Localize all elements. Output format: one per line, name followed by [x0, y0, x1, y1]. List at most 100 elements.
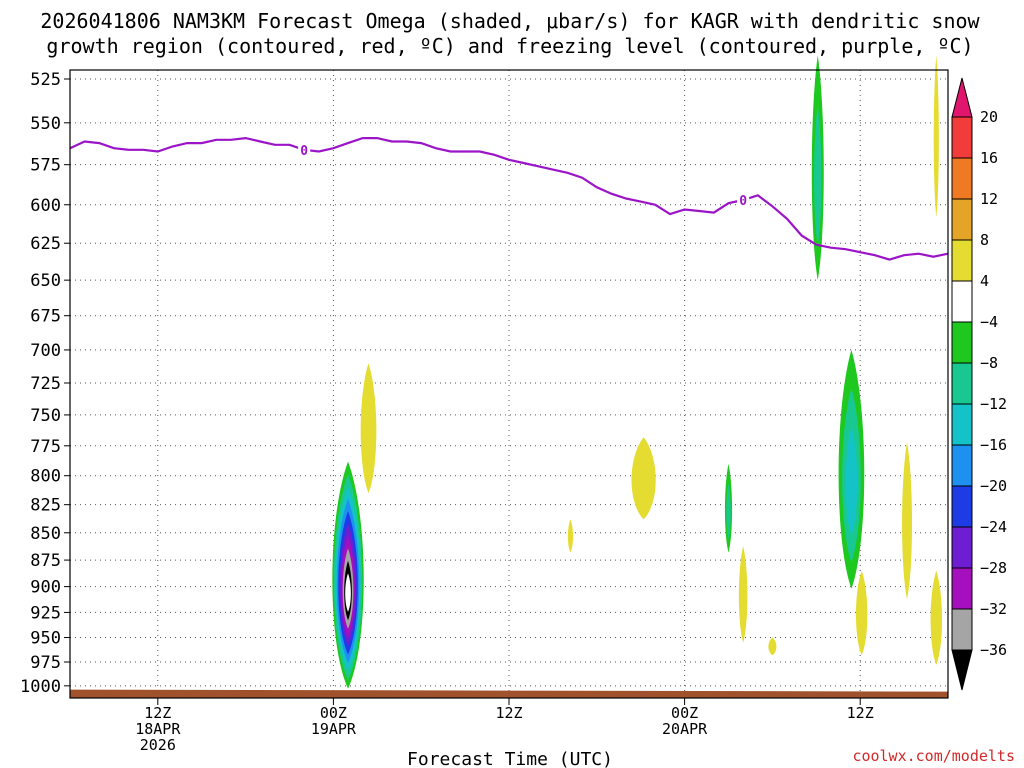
- colorbar-bin: [951, 526, 973, 569]
- omega-shell: [845, 426, 858, 536]
- omega-feature: [838, 349, 865, 589]
- y-tick-label: 675: [30, 307, 61, 327]
- y-tick-label: 850: [30, 524, 61, 544]
- colorbar-label: 20: [980, 108, 998, 126]
- omega-feature: [332, 461, 364, 689]
- omega-shell: [902, 442, 913, 600]
- ground-terrain: [70, 689, 948, 698]
- y-tick-label: 975: [30, 653, 61, 673]
- x-axis-title: Forecast Time (UTC): [407, 749, 613, 768]
- y-tick-label: 875: [30, 551, 61, 571]
- colorbar-bin: [951, 116, 973, 159]
- omega-feature: [933, 55, 939, 218]
- y-tick-label: 725: [30, 374, 61, 394]
- colorbar-bin: [951, 157, 973, 200]
- omega-feature: [768, 637, 777, 656]
- credit-text: coolwx.com/modelts: [852, 747, 1015, 765]
- y-tick-label: 650: [30, 271, 61, 291]
- y-tick-label: 600: [30, 196, 61, 216]
- x-tick-label: 2026: [140, 736, 176, 754]
- colorbar-label: −12: [980, 395, 1007, 413]
- chart-title: 2026041806 NAM3KM Forecast Omega (shaded…: [40, 9, 980, 58]
- y-tick-label: 825: [30, 496, 61, 516]
- omega-feature: [738, 545, 748, 643]
- freezing-level-contour: 00: [69, 136, 949, 261]
- ground-band: [70, 689, 948, 698]
- omega-feature: [360, 363, 377, 494]
- omega-shell: [930, 570, 943, 665]
- colorbar-label: 12: [980, 190, 998, 208]
- colorbar-label: −28: [980, 559, 1007, 577]
- colorbar-bin: [951, 444, 973, 487]
- y-tick-label: 750: [30, 406, 61, 426]
- x-tick-label: 00Z: [671, 704, 698, 722]
- colorbar-label: −32: [980, 600, 1007, 618]
- y-tick-label: 900: [30, 578, 61, 598]
- freezing-level-label: 0: [739, 194, 747, 209]
- omega-shell: [738, 545, 748, 643]
- colorbar-label: −16: [980, 436, 1007, 454]
- omega-feature: [930, 570, 943, 665]
- y-tick-label: 525: [30, 70, 61, 90]
- omega-feature: [855, 570, 868, 656]
- colorbar-label: −24: [980, 518, 1007, 536]
- y-tick-label: 775: [30, 437, 61, 457]
- colorbar-bin: [951, 567, 973, 610]
- x-tick-label: 19APR: [311, 720, 357, 738]
- colorbar-bin: [951, 608, 973, 651]
- omega-shell: [360, 363, 377, 494]
- x-tick-label: 20APR: [662, 720, 708, 738]
- colorbar-label: 4: [980, 272, 989, 290]
- omega-colorbar: 20 16 12 8 4 −4 −8 −12 −16 −20 −24 −28 −32 −36: [951, 77, 1007, 691]
- colorbar-label: −20: [980, 477, 1007, 495]
- colorbar-label: −8: [980, 354, 998, 372]
- omega-shell: [567, 519, 574, 553]
- omega-feature: [902, 442, 913, 600]
- y-tick-label: 575: [30, 156, 61, 176]
- colorbar-label: 8: [980, 231, 989, 249]
- y-tick-label: 550: [30, 114, 61, 134]
- omega-feature: [811, 55, 824, 281]
- colorbar-bin: [951, 403, 973, 446]
- x-tick-label: 00Z: [320, 704, 347, 722]
- omega-shell: [345, 573, 351, 612]
- x-tick-label: 12Z: [495, 704, 522, 722]
- omega-shell: [933, 55, 939, 218]
- omega-shell: [631, 437, 656, 520]
- omega-shell: [814, 105, 822, 246]
- omega-feature: [567, 519, 574, 553]
- y-tick-label: 1000: [20, 677, 61, 697]
- omega-feature: [724, 463, 733, 553]
- colorbar-label: −4: [980, 313, 998, 331]
- freezing-level-line: [69, 136, 949, 261]
- y-tick-label: 700: [30, 341, 61, 361]
- pressure-axis: 525 550 575 600 625 650 675 700 725 750 775 800 825 8…: [20, 70, 70, 697]
- colorbar-bin: [951, 321, 973, 364]
- omega-shell: [855, 570, 868, 656]
- title-line-2: growth region (contoured, red, ºC) and f…: [46, 34, 973, 58]
- x-tick-label: 12Z: [847, 704, 874, 722]
- colorbar-bin: [951, 362, 973, 405]
- y-tick-label: 800: [30, 467, 61, 487]
- colorbar-bin: [951, 198, 973, 241]
- freezing-level-label: 0: [300, 144, 308, 159]
- colorbar-label: 16: [980, 149, 998, 167]
- colorbar-bin: [951, 239, 973, 282]
- title-line-1: 2026041806 NAM3KM Forecast Omega (shaded…: [40, 9, 980, 33]
- colorbar-label: −36: [980, 641, 1007, 659]
- y-tick-label: 950: [30, 629, 61, 649]
- x-tick-label: 18APR: [135, 720, 181, 738]
- colorbar-bin: [951, 485, 973, 528]
- colorbar-bottom-arrow: [951, 649, 973, 691]
- omega-shell: [768, 637, 777, 656]
- y-tick-label: 925: [30, 603, 61, 623]
- x-tick-label: 12Z: [144, 704, 171, 722]
- omega-feature: [631, 437, 656, 520]
- freezing-label-bg: [737, 192, 750, 209]
- y-tick-label: 625: [30, 234, 61, 254]
- omega-shading: [332, 55, 943, 689]
- plot-area: 00: [69, 55, 949, 699]
